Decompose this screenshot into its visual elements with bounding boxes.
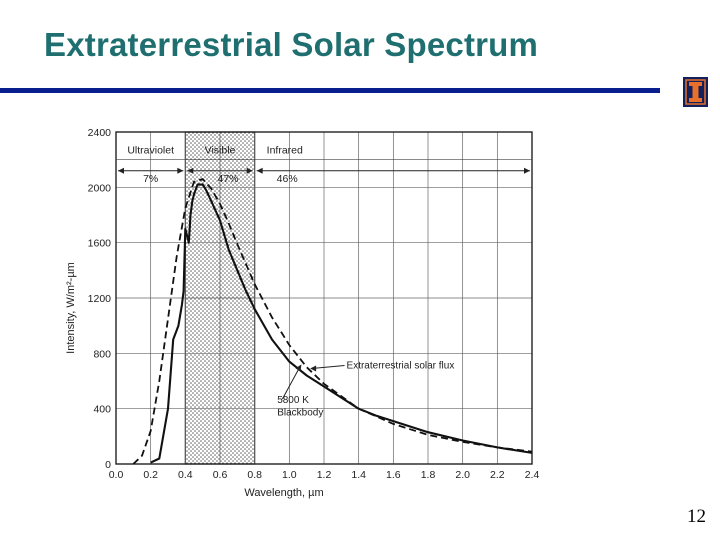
region-ultraviolet-percent: 7% bbox=[143, 173, 158, 185]
annotation-blackbody-arrow bbox=[295, 364, 302, 372]
region-visible-arrow-left bbox=[187, 167, 194, 174]
x-tick-label: 0.2 bbox=[143, 469, 158, 481]
x-tick-label: 2.4 bbox=[525, 469, 540, 481]
x-tick-label: 1.4 bbox=[351, 469, 366, 481]
region-infrared-arrow-right bbox=[524, 167, 530, 174]
x-tick-label: 0.6 bbox=[213, 469, 228, 481]
y-tick-label: 1200 bbox=[88, 293, 112, 305]
region-visible-percent: 47% bbox=[217, 173, 238, 185]
x-tick-label: 0.4 bbox=[178, 469, 193, 481]
block-i-logo-icon bbox=[683, 77, 708, 107]
page-number: 12 bbox=[687, 506, 706, 527]
series-line-solar-flux bbox=[150, 183, 533, 464]
annotation-blackbody-leader bbox=[281, 366, 301, 400]
solar-spectrum-chart: Ultraviolet 7% Visible 47% Infrared 46% Extrat… bbox=[60, 112, 550, 504]
y-tick-label: 2400 bbox=[88, 127, 112, 139]
annotation-solar-flux: Extraterrestrial solar flux bbox=[347, 361, 455, 372]
region-infrared-arrow-left bbox=[256, 167, 263, 174]
region-infrared-percent: 46% bbox=[277, 173, 298, 185]
slide-title: Extraterrestrial Solar Spectrum bbox=[44, 26, 539, 63]
region-ultraviolet-label: Ultraviolet bbox=[127, 144, 174, 156]
x-tick-label: 2.0 bbox=[455, 469, 470, 481]
chart-svg: Ultraviolet 7% Visible 47% Infrared 46% Extrat… bbox=[65, 127, 540, 499]
x-tick-label: 0.0 bbox=[109, 469, 124, 481]
x-tick-label: 1.0 bbox=[282, 469, 297, 481]
region-visible-label: Visible bbox=[205, 144, 236, 156]
x-tick-label: 1.2 bbox=[317, 469, 332, 481]
x-tick-label: 0.8 bbox=[247, 469, 262, 481]
y-axis-label: Intensity, W/m²-µm bbox=[65, 262, 77, 354]
series-line-blackbody bbox=[132, 178, 533, 465]
y-tick-label: 2000 bbox=[88, 182, 112, 194]
x-axis-label: Wavelength, µm bbox=[244, 487, 323, 499]
y-tick-label: 0 bbox=[105, 459, 111, 471]
plot-frame bbox=[115, 131, 533, 465]
region-infrared-label: Infrared bbox=[267, 144, 303, 156]
annotation-blackbody-temp: 5800 K bbox=[277, 395, 309, 406]
y-tick-label: 1600 bbox=[88, 238, 112, 250]
region-ultraviolet-arrow-left bbox=[118, 167, 124, 174]
region-ultraviolet-arrow-right bbox=[177, 167, 184, 174]
annotation-solar-flux-leader bbox=[311, 365, 345, 370]
x-tick-label: 2.2 bbox=[490, 469, 505, 481]
y-tick-label: 400 bbox=[93, 404, 111, 416]
annotation-blackbody-label: Blackbody bbox=[277, 408, 323, 419]
region-visible-arrow-right bbox=[246, 167, 253, 174]
title-rule bbox=[0, 88, 660, 93]
y-tick-label: 800 bbox=[93, 348, 111, 360]
annotation-solar-flux-arrow bbox=[310, 365, 317, 372]
x-tick-label: 1.6 bbox=[386, 469, 401, 481]
x-tick-label: 1.8 bbox=[421, 469, 436, 481]
